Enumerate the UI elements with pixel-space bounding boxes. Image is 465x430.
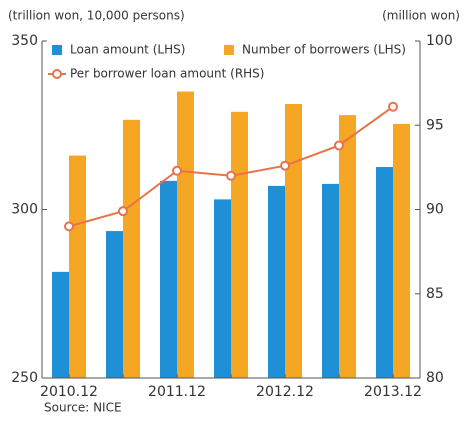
y2-tick-label: 90: [426, 202, 444, 218]
y-axis-label: (trillion won, 10,000 persons): [8, 9, 185, 23]
bar: [339, 115, 356, 378]
legend-label: Loan amount (LHS): [70, 43, 185, 57]
line-marker: [172, 165, 182, 176]
bar: [69, 155, 86, 378]
x-tick-label: 2010.12: [40, 384, 98, 400]
bar: [393, 123, 410, 378]
y-tick-label: 300: [11, 202, 38, 218]
line-marker: [334, 140, 344, 151]
bar: [177, 91, 194, 379]
source: Source: NICE: [44, 401, 122, 415]
legend-swatch: [52, 69, 62, 79]
legend-label: Number of borrowers (LHS): [242, 43, 406, 57]
legend-label: Per borrower loan amount (RHS): [70, 67, 264, 81]
y-tick-label: 350: [11, 33, 38, 49]
bar: [160, 180, 177, 378]
y2-tick-label: 95: [426, 117, 444, 133]
bar: [376, 167, 393, 378]
bar: [106, 231, 123, 378]
line-marker: [118, 206, 128, 217]
bar: [285, 104, 302, 379]
line-marker: [226, 170, 236, 181]
bar: [231, 111, 248, 379]
y-tick-label: 250: [11, 370, 38, 386]
bar: [123, 119, 140, 378]
x-tick-label: 2012.12: [256, 384, 314, 400]
line-marker: [388, 101, 398, 112]
bar: [268, 185, 285, 378]
bar: [52, 271, 69, 378]
y2-tick-label: 85: [426, 286, 444, 302]
x-tick-label: 2013.12: [364, 384, 422, 400]
legend-swatch: [224, 45, 234, 55]
y2-tick-label: 80: [426, 370, 444, 386]
line-marker: [280, 160, 290, 171]
line-marker: [64, 221, 74, 232]
y2-axis-label: (million won): [382, 9, 460, 23]
bar: [214, 199, 231, 378]
legend-swatch: [52, 45, 62, 55]
bar: [322, 183, 339, 378]
x-tick-label: 2011.12: [148, 384, 206, 400]
y2-tick-label: 100: [426, 33, 453, 49]
